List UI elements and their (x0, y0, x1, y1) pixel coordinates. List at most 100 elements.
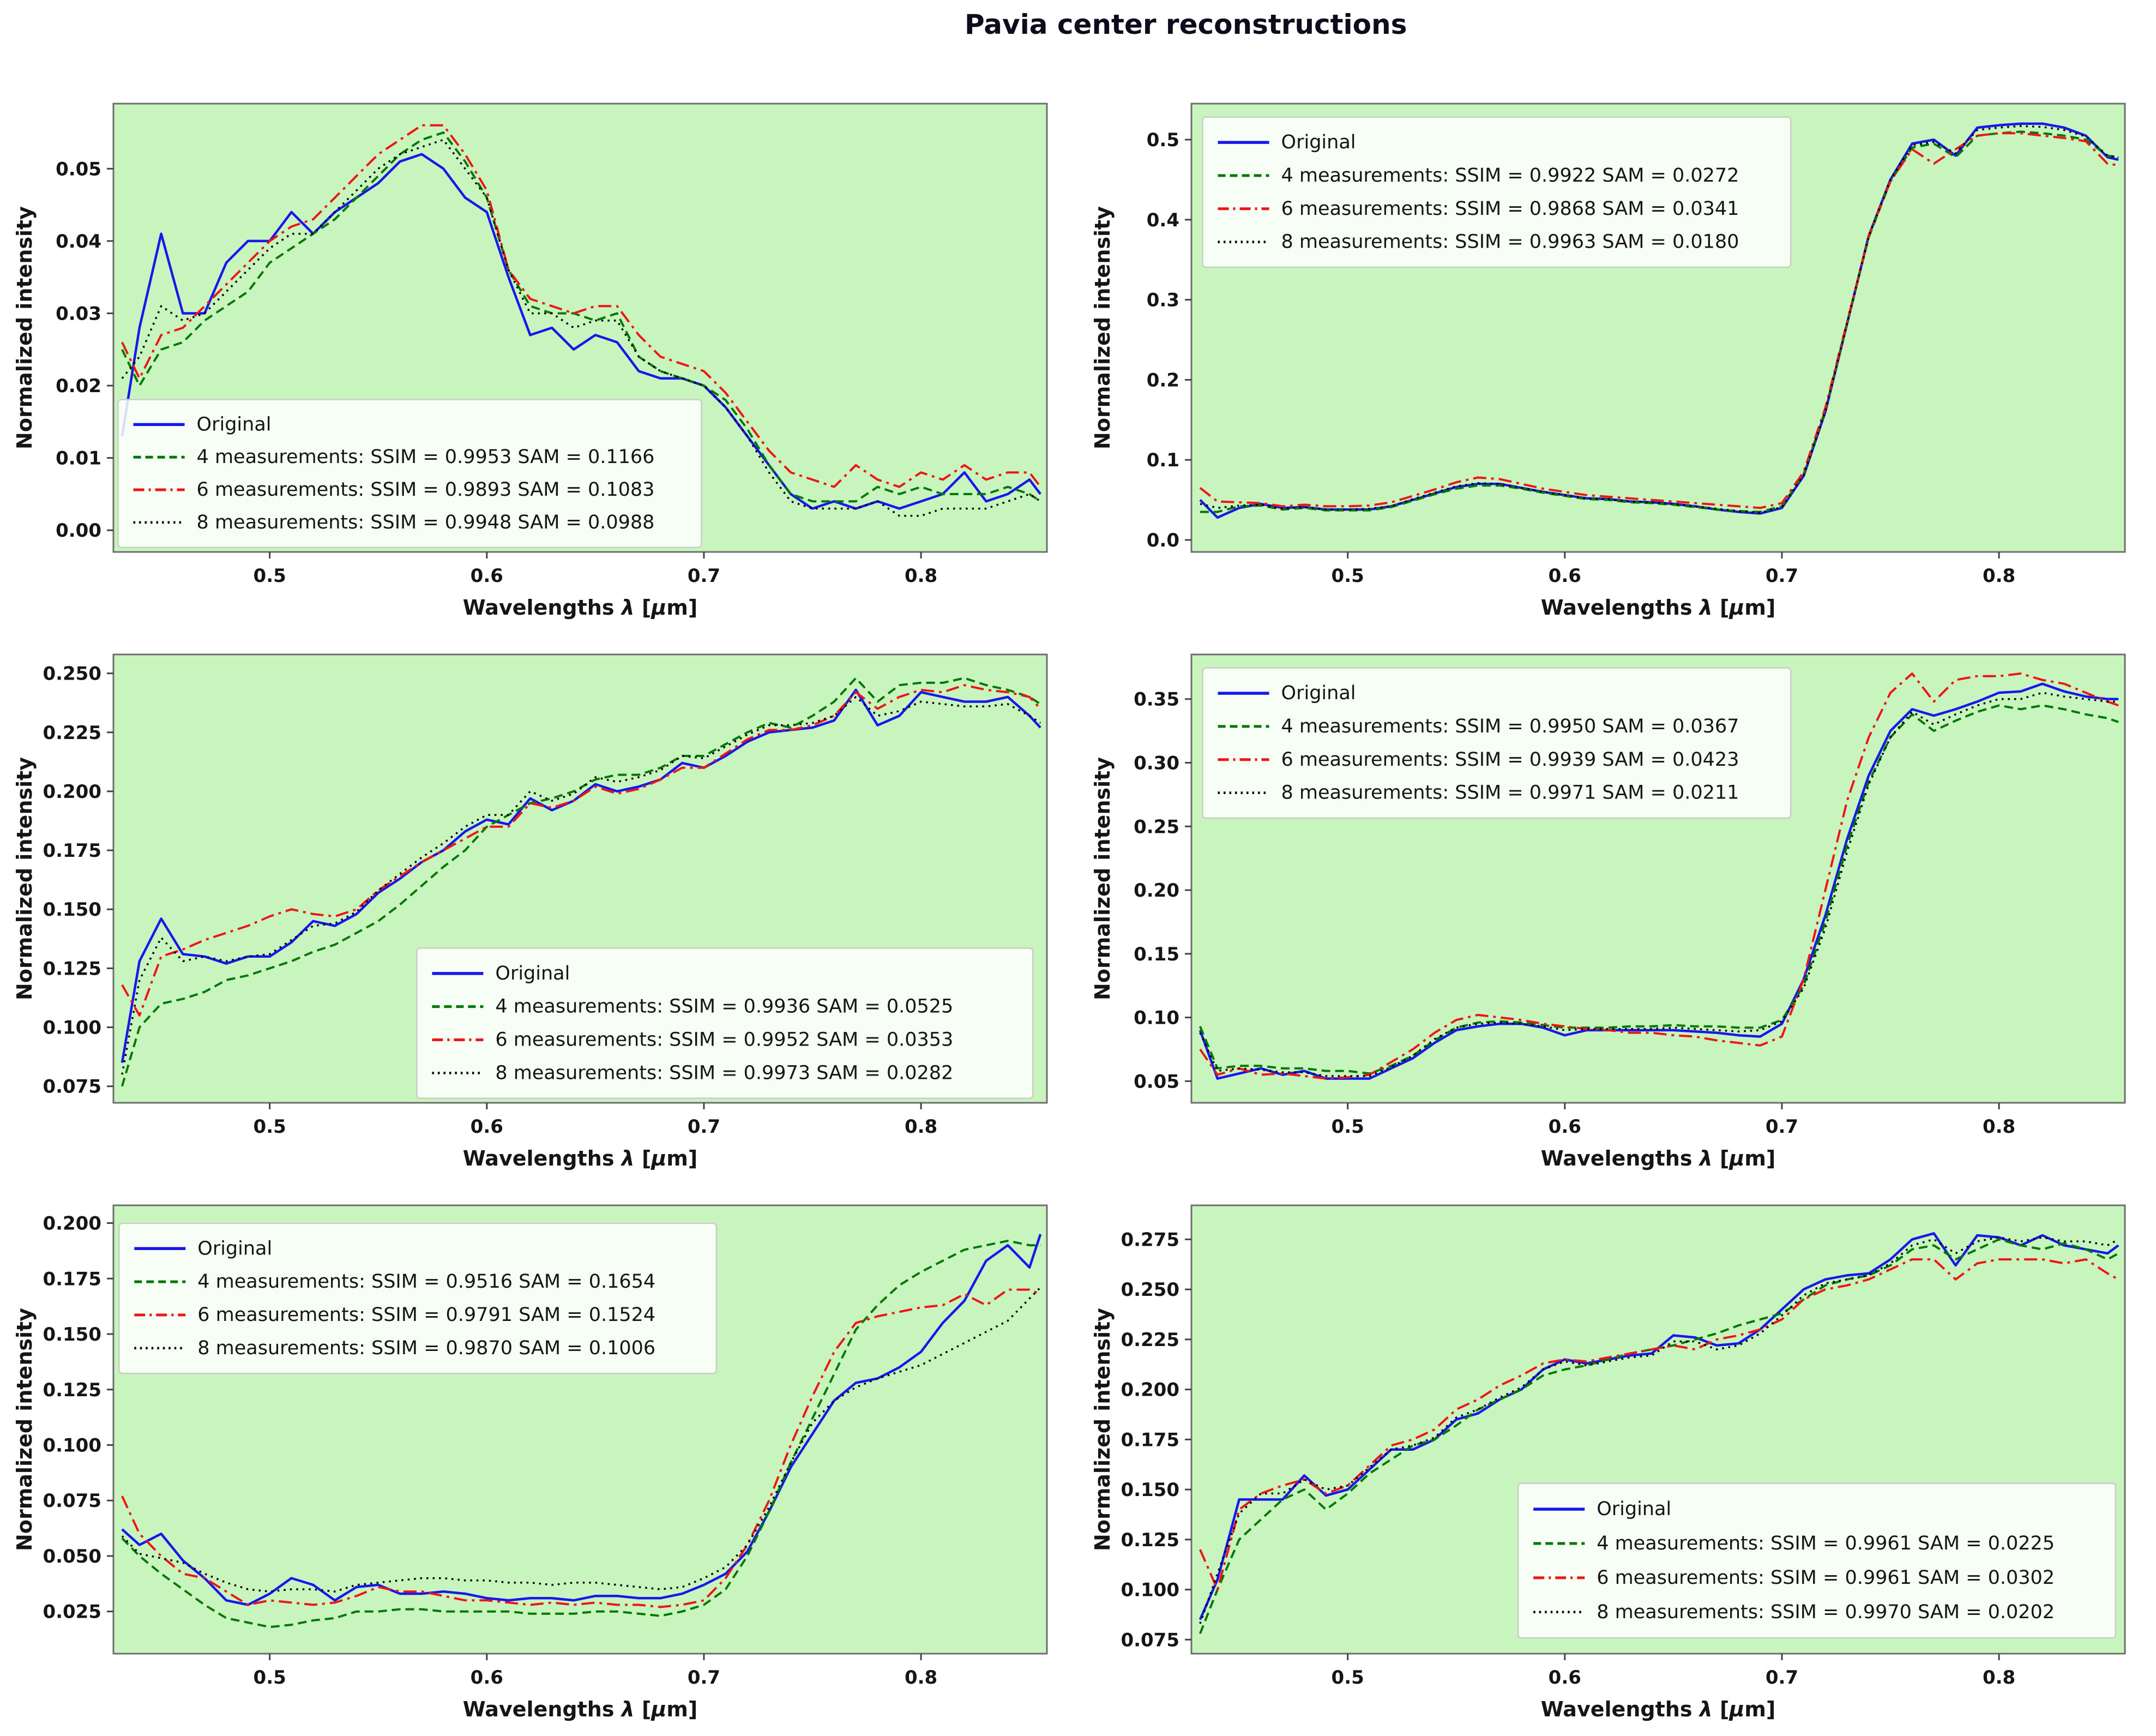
series-6-measurements-line (121, 1288, 1041, 1608)
figure-title: Pavia center reconstructions (964, 9, 1407, 40)
plot-canvas-3: 0.5 0.6 0.7 0.8 0.075 0.100 0.125 0.150 0.175 0.2… (13, 653, 1048, 1170)
legend-label-8-measurements: 8 measurements: SSIM = 0.9963 SAM = 0.01… (1281, 231, 1739, 253)
x-tick-label: 0.6 (471, 1667, 503, 1689)
x-axis-label: Wavelengths λ [μm] (463, 596, 698, 620)
legend: Original 4 measurements: SSIM = 0.9936 SA… (416, 947, 1034, 1100)
x-tick-label: 0.8 (1983, 565, 2015, 587)
y-tick-label: 0.01 (56, 448, 101, 470)
series-4-measurements-line (121, 677, 1041, 1087)
plot-canvas-6: 0.5 0.6 0.7 0.8 0.075 0.100 0.125 0.150 0.175 0.2… (1091, 1204, 2126, 1721)
series-4-measurements-line (1199, 704, 2119, 1075)
plot-canvas-4: 0.5 0.6 0.7 0.8 0.05 0.10 0.15 0.20 0.25 0.30 0.35… (1091, 653, 2126, 1170)
y-tick-label: 0.05 (56, 158, 101, 180)
series-original-line (1199, 682, 2119, 1080)
y-tick-label: 0.200 (1121, 1379, 1179, 1401)
y-tick-label: 0.25 (1134, 816, 1179, 838)
series-6-measurements-line (1199, 132, 2119, 509)
legend: Original 4 measurements: SSIM = 0.9922 SA… (1202, 116, 1792, 268)
legend-label-4-measurements: 4 measurements: SSIM = 0.9961 SAM = 0.02… (1597, 1533, 2055, 1554)
y-tick-label: 0.200 (43, 1213, 101, 1235)
y-tick-label: 0.125 (43, 1379, 101, 1401)
y-tick-label: 0.20 (1134, 880, 1179, 902)
series-4-measurements-line (1200, 130, 2119, 513)
legend-label-4-measurements: 4 measurements: SSIM = 0.9950 SAM = 0.03… (1281, 716, 1739, 737)
series-8-measurements-line (121, 1287, 1041, 1593)
legend: Original 4 measurements: SSIM = 0.9516 SA… (118, 1222, 718, 1374)
subplot-top-right: 0.5 0.6 0.7 0.8 0.0 0.1 0.2 0.3 0.4 0.5 Wavelength… (1078, 82, 2156, 633)
legend-label-original: Original (1597, 1498, 1671, 1520)
legend-label-6-measurements: 6 measurements: SSIM = 0.9893 SAM = 0.10… (197, 479, 655, 501)
y-tick-label: 0.4 (1147, 209, 1179, 231)
subplot-grid: 0.5 0.6 0.7 0.8 0.00 0.01 0.02 0.03 0.04 0.05 Wave… (0, 82, 2156, 1734)
legend-label-8-measurements: 8 measurements: SSIM = 0.9971 SAM = 0.02… (1281, 782, 1739, 804)
x-tick-label: 0.7 (688, 565, 720, 587)
plot-canvas-2: 0.5 0.6 0.7 0.8 0.0 0.1 0.2 0.3 0.4 0.5 Wavelength… (1091, 103, 2126, 620)
x-tick-label: 0.6 (1549, 1116, 1581, 1138)
y-tick-label: 0.025 (43, 1601, 101, 1623)
y-tick-label: 0.100 (1121, 1579, 1179, 1601)
y-tick-label: 0.0 (1147, 530, 1179, 551)
x-axis-label: Wavelengths λ [μm] (1541, 1146, 1776, 1170)
subplot-bottom-left: 0.5 0.6 0.7 0.8 0.025 0.050 0.075 0.100 0.125 0.1… (0, 1184, 1078, 1734)
legend-label-original: Original (1281, 131, 1356, 153)
x-tick-label: 0.8 (905, 1667, 937, 1689)
legend-label-original: Original (1281, 682, 1356, 704)
x-tick-label: 0.7 (1766, 1116, 1798, 1138)
plot-canvas-5: 0.5 0.6 0.7 0.8 0.025 0.050 0.075 0.100 0.125 0.1… (13, 1204, 1048, 1721)
legend-label-8-measurements: 8 measurements: SSIM = 0.9973 SAM = 0.02… (495, 1062, 953, 1084)
legend-box (1202, 116, 1792, 268)
y-tick-label: 0.150 (43, 899, 101, 921)
y-tick-label: 0.30 (1134, 752, 1179, 774)
legend-label-6-measurements: 6 measurements: SSIM = 0.9791 SAM = 0.15… (197, 1304, 655, 1326)
legend-box (1517, 1482, 2117, 1639)
y-tick-label: 0.050 (43, 1546, 101, 1567)
series-original-line (121, 1234, 1042, 1606)
y-tick-label: 0.03 (56, 303, 101, 325)
x-tick-label: 0.6 (471, 1116, 503, 1138)
legend-label-6-measurements: 6 measurements: SSIM = 0.9952 SAM = 0.03… (495, 1029, 953, 1051)
series-original-line (1199, 1232, 2119, 1620)
legend-label-4-measurements: 4 measurements: SSIM = 0.9516 SAM = 0.16… (197, 1271, 655, 1293)
series-8-measurements-line (121, 139, 1041, 517)
legend: Original 4 measurements: SSIM = 0.9950 SA… (1202, 667, 1792, 819)
y-tick-label: 0.225 (1121, 1329, 1179, 1351)
subplot-top-left: 0.5 0.6 0.7 0.8 0.00 0.01 0.02 0.03 0.04 0.05 Wave… (0, 82, 1078, 633)
x-tick-label: 0.8 (1983, 1667, 2015, 1689)
legend-label-8-measurements: 8 measurements: SSIM = 0.9948 SAM = 0.09… (197, 512, 655, 533)
series-8-measurements-line (1199, 692, 2119, 1077)
x-tick-label: 0.5 (254, 1667, 286, 1689)
x-axis-label: Wavelengths λ [μm] (1541, 596, 1776, 620)
subplot-bottom-right: 0.5 0.6 0.7 0.8 0.075 0.100 0.125 0.150 0.175 0.2… (1078, 1184, 2156, 1734)
x-tick-label: 0.5 (1332, 565, 1364, 587)
y-axis-label: Normalized intensity (13, 206, 37, 449)
y-tick-label: 0.125 (1121, 1529, 1179, 1551)
x-tick-label: 0.7 (688, 1667, 720, 1689)
plot-border (1190, 1204, 2126, 1655)
legend: Original 4 measurements: SSIM = 0.9961 SA… (1517, 1482, 2117, 1639)
plot-border (1190, 653, 2126, 1104)
y-tick-label: 0.10 (1134, 1007, 1179, 1029)
x-tick-label: 0.5 (1332, 1667, 1364, 1689)
y-tick-label: 0.100 (43, 1434, 101, 1456)
subplot-middle-left: 0.5 0.6 0.7 0.8 0.075 0.100 0.125 0.150 0.175 0.2… (0, 633, 1078, 1184)
y-tick-label: 0.02 (56, 375, 101, 397)
y-tick-label: 0.250 (43, 663, 101, 685)
plot-canvas-1: 0.5 0.6 0.7 0.8 0.00 0.01 0.02 0.03 0.04 0.05 Wave… (13, 103, 1048, 620)
y-axis-label: Normalized intensity (13, 757, 37, 1000)
y-tick-label: 0.075 (43, 1076, 101, 1098)
y-axis-label: Normalized intensity (1091, 1308, 1115, 1551)
series-8-measurements-line (1199, 1236, 2119, 1624)
y-tick-label: 0.150 (1121, 1479, 1179, 1501)
y-tick-label: 0.00 (56, 520, 101, 542)
legend-label-original: Original (495, 963, 570, 984)
legend-box (1202, 667, 1792, 819)
y-tick-label: 0.3 (1147, 290, 1179, 311)
y-tick-label: 0.175 (1121, 1429, 1179, 1451)
plot-border (112, 653, 1048, 1104)
series-4-measurements-line (121, 1240, 1041, 1629)
x-tick-label: 0.6 (1549, 1667, 1581, 1689)
x-tick-label: 0.5 (254, 565, 286, 587)
legend-label-8-measurements: 8 measurements: SSIM = 0.9970 SAM = 0.02… (1597, 1601, 2055, 1623)
y-tick-label: 0.175 (43, 1268, 101, 1290)
